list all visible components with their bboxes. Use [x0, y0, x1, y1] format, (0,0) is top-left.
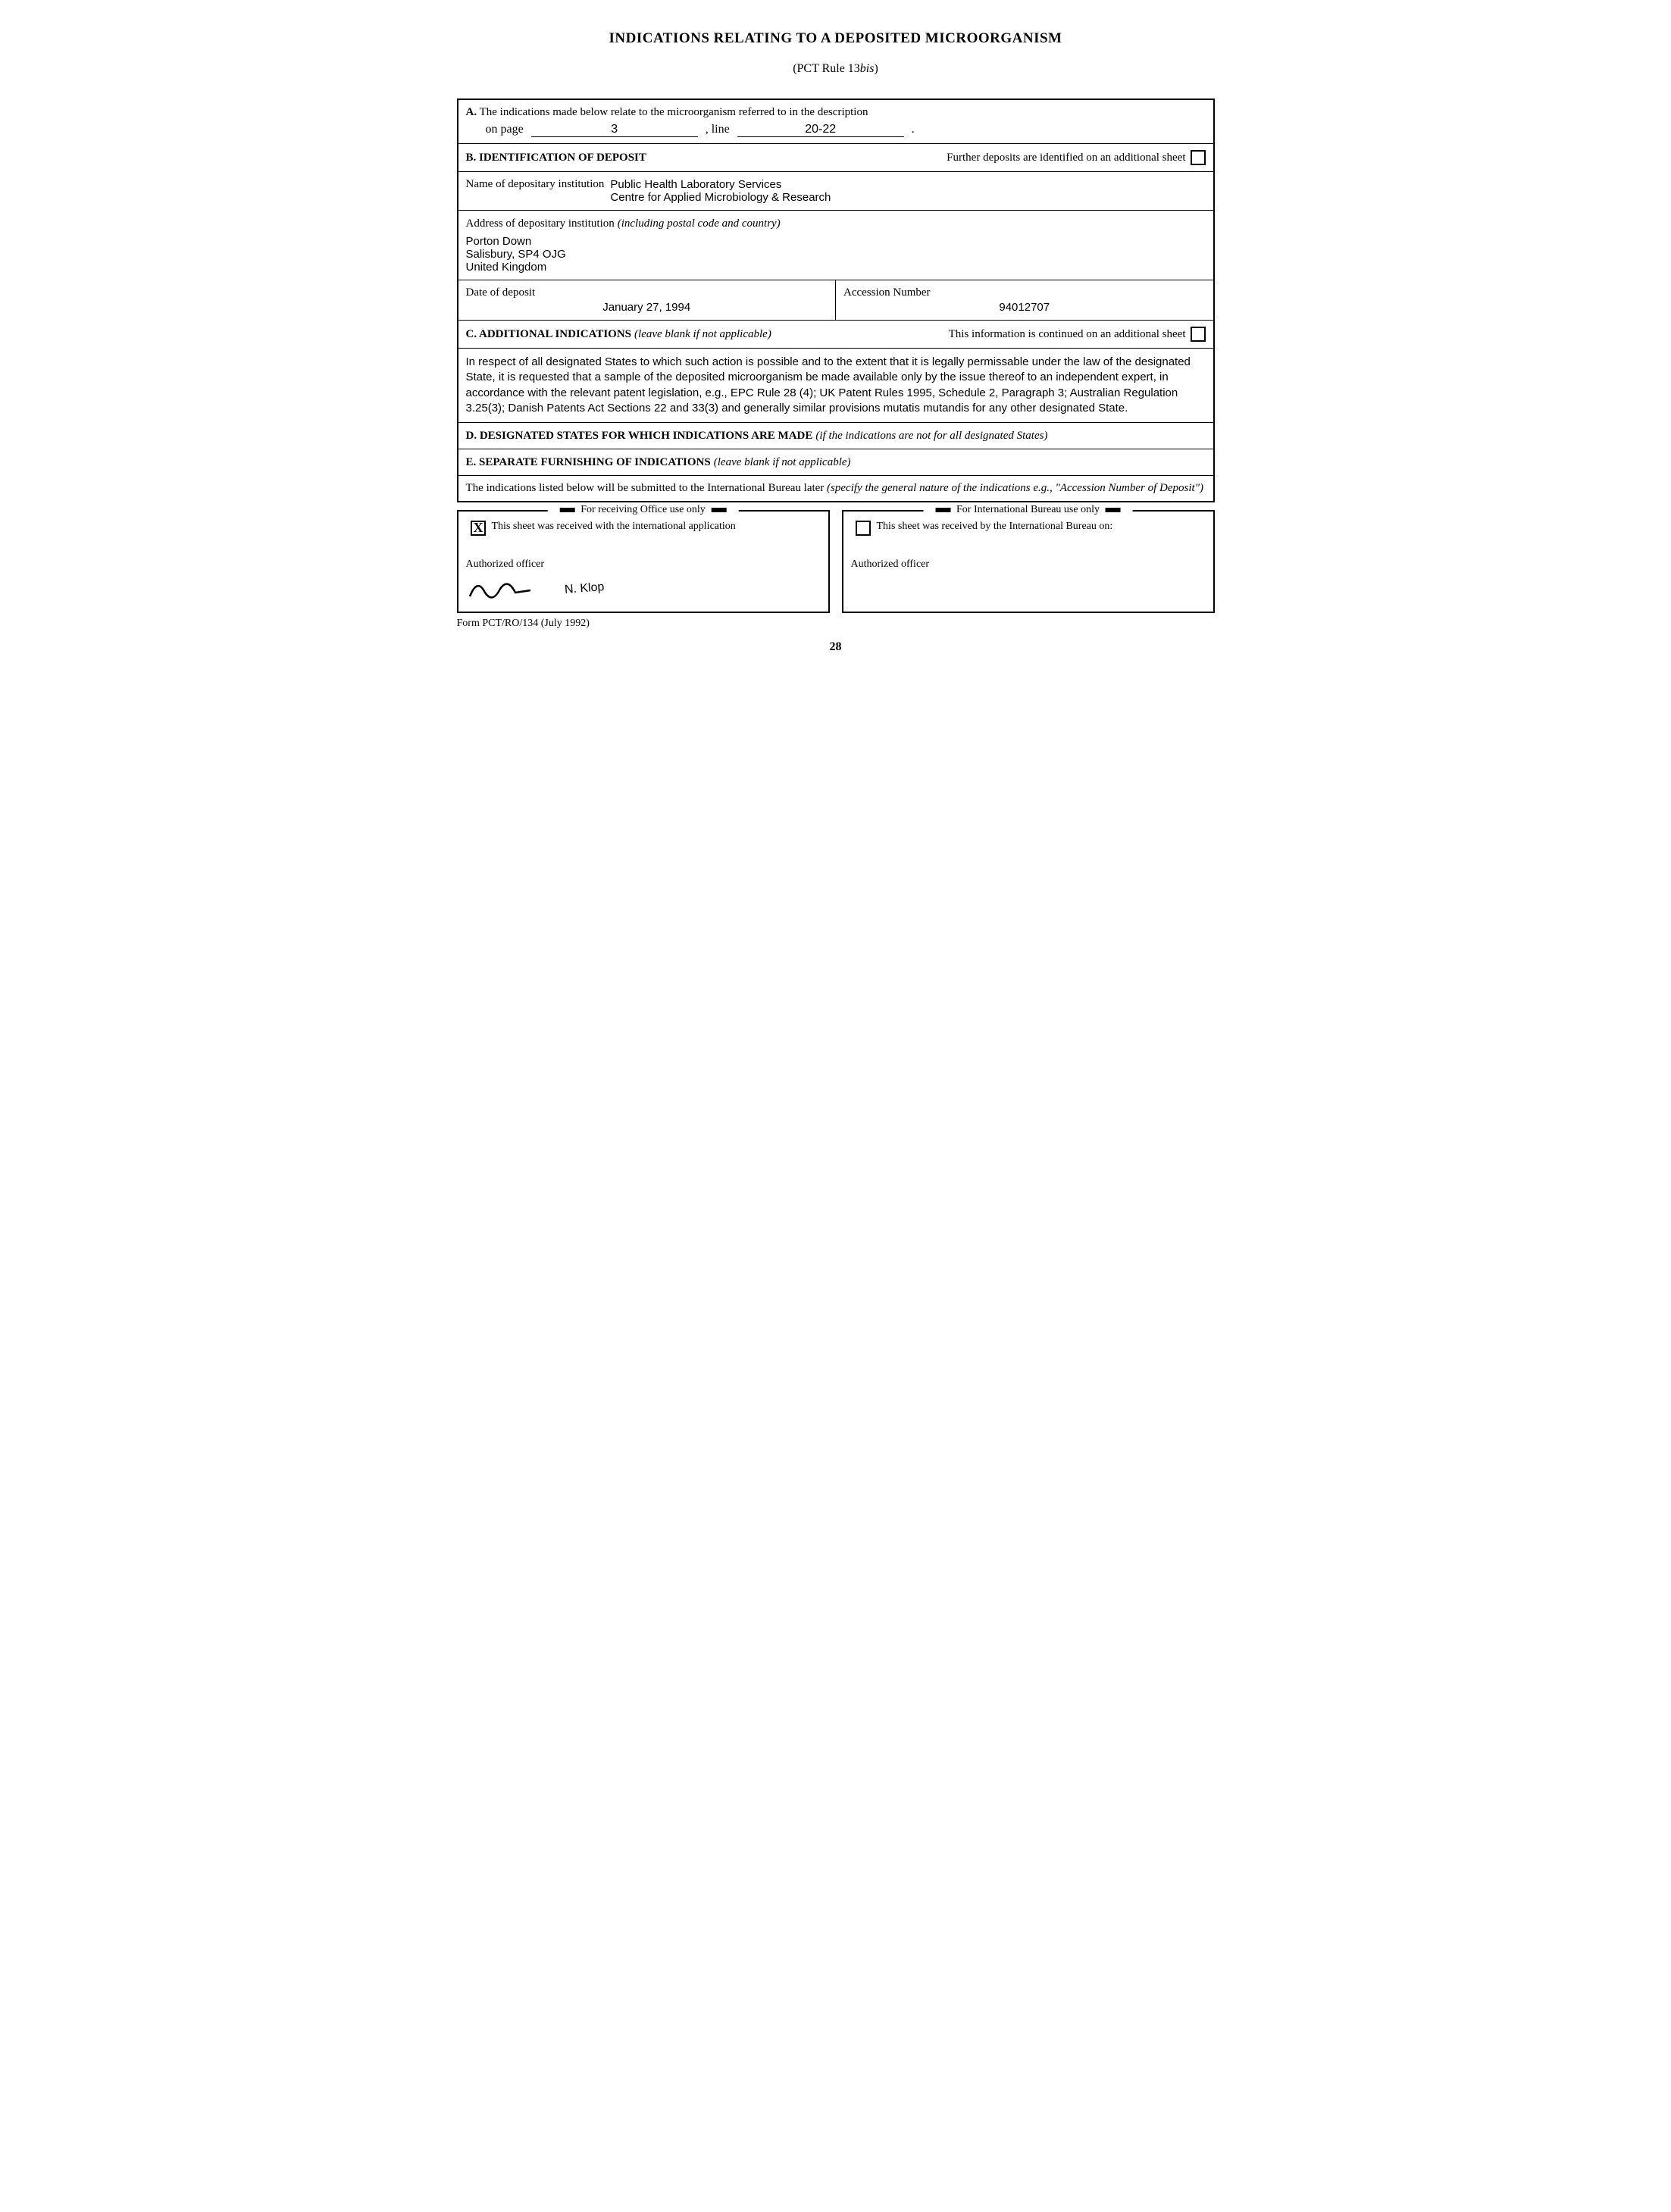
form-subtitle: (PCT Rule 13bis) — [457, 62, 1215, 76]
subtitle-suffix: ) — [874, 62, 878, 75]
section-e-header: E. SEPARATE FURNISHING OF INDICATIONS — [466, 456, 711, 468]
accession-number-value: 94012707 — [843, 301, 1206, 314]
section-d: D. DESIGNATED STATES FOR WHICH INDICATIO… — [458, 423, 1214, 449]
line-label: , line — [706, 123, 730, 136]
accession-number-label: Accession Number — [843, 286, 1206, 299]
accession-number-cell: Accession Number 94012707 — [836, 280, 1214, 321]
period: . — [912, 123, 915, 136]
section-a-text: The indications made below relate to the… — [480, 106, 868, 118]
section-e-body-hint: (specify the general nature of the indic… — [827, 482, 1203, 494]
section-c-header: C. ADDITIONAL INDICATIONS — [466, 328, 632, 340]
receiving-office-box: For receiving Office use only This sheet… — [457, 510, 830, 613]
section-c-hint: (leave blank if not applicable) — [634, 328, 771, 340]
section-e-header-row: E. SEPARATE FURNISHING OF INDICATIONS (l… — [458, 449, 1214, 476]
form-page: INDICATIONS RELATING TO A DEPOSITED MICR… — [457, 30, 1215, 654]
section-b-additional-text: Further deposits are identified on an ad… — [947, 152, 1185, 164]
section-e-hint: (leave blank if not applicable) — [714, 456, 851, 468]
depositary-address-label: Address of depositary institution — [466, 217, 615, 230]
section-c-body: In respect of all designated States to w… — [458, 349, 1214, 423]
date-of-deposit-label: Date of deposit — [466, 286, 828, 299]
section-c-additional-text: This information is continued on an addi… — [949, 328, 1186, 341]
footer-boxes: For receiving Office use only This sheet… — [457, 510, 1215, 613]
section-d-hint: (if the indications are not for all desi… — [815, 430, 1047, 442]
international-bureau-check-text: This sheet was received by the Internati… — [877, 521, 1113, 533]
subtitle-italic: bis — [860, 62, 875, 75]
signature-icon — [466, 574, 534, 604]
section-a-prefix: A. — [466, 106, 477, 118]
section-b-header: B. IDENTIFICATION OF DEPOSIT — [466, 152, 646, 164]
authorized-officer-name: N. Klop — [564, 580, 605, 597]
international-bureau-checkbox[interactable] — [856, 521, 871, 536]
depositary-name-cell: Name of depositary institution Public He… — [458, 172, 1214, 211]
form-id: Form PCT/RO/134 (July 1992) — [457, 618, 1215, 630]
additional-sheet-checkbox[interactable] — [1191, 150, 1206, 165]
line-value: 20-22 — [737, 123, 904, 137]
date-of-deposit-cell: Date of deposit January 27, 1994 — [458, 280, 836, 321]
depositary-address-cell: Address of depositary institution (inclu… — [458, 211, 1214, 280]
international-bureau-box: For International Bureau use only This s… — [842, 510, 1215, 613]
section-d-header: D. DESIGNATED STATES FOR WHICH INDICATIO… — [466, 430, 813, 442]
section-b-header-row: B. IDENTIFICATION OF DEPOSIT Further dep… — [458, 144, 1214, 172]
depositary-name-label: Name of depositary institution — [466, 178, 605, 191]
bureau-authorized-officer-label: Authorized officer — [851, 558, 1206, 571]
section-a: A. The indications made below relate to … — [458, 99, 1214, 144]
depositary-address-hint: (including postal code and country) — [618, 217, 781, 230]
form-title: INDICATIONS RELATING TO A DEPOSITED MICR… — [457, 30, 1215, 47]
section-e-body-text: The indications listed below will be sub… — [466, 482, 825, 494]
receiving-office-title: For receiving Office use only — [547, 504, 739, 516]
page-value: 3 — [531, 123, 698, 137]
address-line3: United Kingdom — [466, 261, 1206, 274]
receiving-office-checkbox[interactable] — [471, 521, 486, 536]
receiving-authorized-officer-label: Authorized officer — [466, 558, 821, 571]
main-form-table: A. The indications made below relate to … — [457, 99, 1215, 502]
address-line2: Salisbury, SP4 OJG — [466, 248, 1206, 261]
international-bureau-title: For International Bureau use only — [923, 504, 1133, 516]
page-number: 28 — [457, 640, 1215, 654]
section-c-checkbox[interactable] — [1191, 327, 1206, 342]
on-page-label: on page — [486, 123, 524, 136]
depositary-name-line1: Public Health Laboratory Services — [610, 178, 831, 191]
section-e-body: The indications listed below will be sub… — [458, 476, 1214, 502]
date-of-deposit-value: January 27, 1994 — [466, 301, 828, 314]
subtitle-prefix: (PCT Rule 13 — [793, 62, 860, 75]
depositary-name-line2: Centre for Applied Microbiology & Resear… — [610, 191, 831, 204]
address-line1: Porton Down — [466, 235, 1206, 248]
section-c-header-row: C. ADDITIONAL INDICATIONS (leave blank i… — [458, 321, 1214, 349]
receiving-office-check-text: This sheet was received with the interna… — [492, 521, 736, 533]
